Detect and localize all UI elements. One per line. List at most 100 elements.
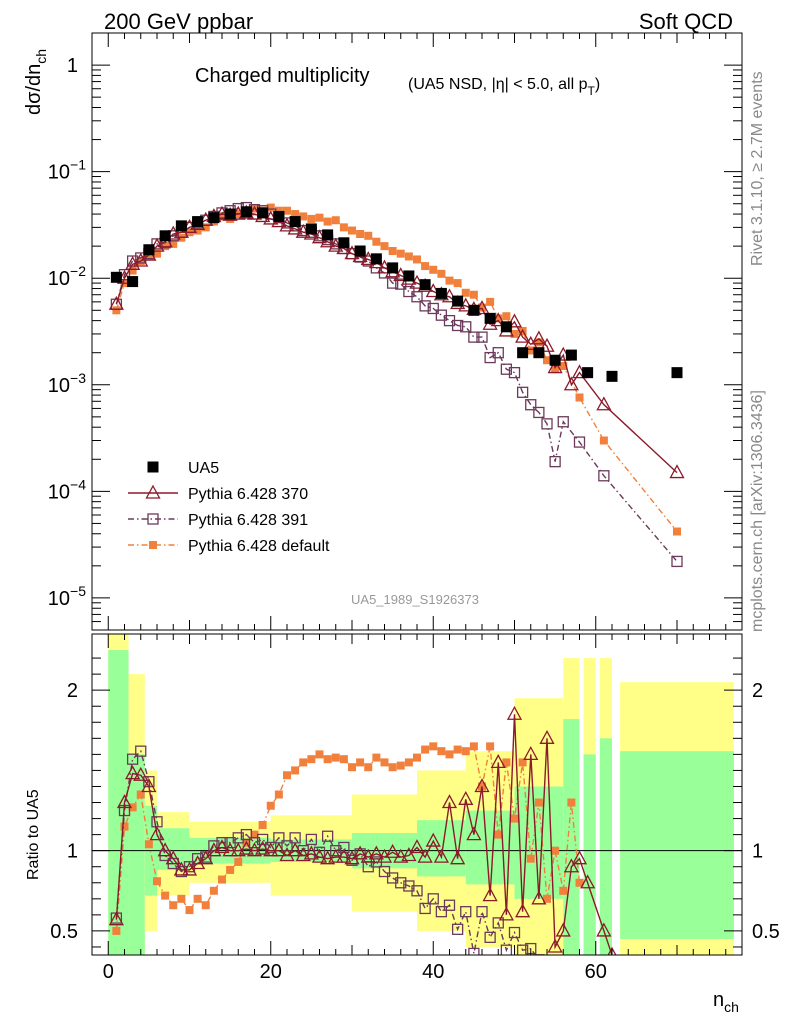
ratio-point-p370 xyxy=(393,848,409,863)
main-point-pdef xyxy=(559,362,568,371)
main-point-data xyxy=(159,230,171,242)
ratio-point-pdef xyxy=(437,747,446,756)
ratio-point-p391 xyxy=(281,840,293,852)
ratio-point-pdef xyxy=(469,742,478,751)
main-point-p370 xyxy=(531,330,547,345)
main-point-data xyxy=(435,287,447,299)
main-point-p391 xyxy=(500,363,513,375)
ratio-xlabel-sub: ch xyxy=(724,999,739,1015)
main-point-data xyxy=(208,212,220,224)
main-point-data xyxy=(549,354,561,366)
ratio-band-inner xyxy=(583,754,596,955)
ratio-point-p370 xyxy=(539,729,555,744)
main-point-data xyxy=(387,262,399,274)
main-point-data xyxy=(305,223,317,235)
ratio-point-p370 xyxy=(271,842,287,857)
main-point-p391 xyxy=(533,406,545,419)
main-line-p391 xyxy=(115,206,678,562)
ratio-point-p370 xyxy=(108,911,124,926)
main-point-pdef xyxy=(673,527,681,536)
ratio-point-p370 xyxy=(458,790,474,805)
main-point-p370 xyxy=(563,376,579,391)
ratio-point-p370 xyxy=(466,826,482,841)
ratio-point-p391 xyxy=(460,906,472,918)
legend-marker-p370 xyxy=(145,484,161,499)
ratio-point-p370 xyxy=(336,848,352,863)
ratio-ytick-label-right: 2 xyxy=(752,680,763,702)
main-point-data xyxy=(606,370,618,382)
main-ytick-labels: 110−110−210−310−410−5 xyxy=(48,55,86,610)
ratio-point-p370 xyxy=(198,850,214,865)
ratio-point-p370 xyxy=(498,906,514,921)
ratio-point-p370 xyxy=(287,842,303,857)
ratio-point-p370 xyxy=(279,847,295,862)
main-point-pdef xyxy=(283,206,291,215)
main-point-pdef xyxy=(599,436,608,445)
main-point-pdef xyxy=(315,213,324,222)
main-point-pdef xyxy=(421,262,430,271)
ratio-point-p370 xyxy=(125,765,141,780)
ratio-point-p370 xyxy=(607,946,617,955)
ratio-point-p391 xyxy=(330,845,342,857)
ratio-point-pdef xyxy=(388,763,397,772)
main-point-pdef xyxy=(274,206,283,215)
ratio-point-p370 xyxy=(506,705,523,720)
main-point-data xyxy=(370,253,382,265)
main-ytick-label: 10−2 xyxy=(48,263,86,290)
ratio-point-p370 xyxy=(320,850,336,865)
ratio-point-p391 xyxy=(411,885,423,897)
ratio-point-pdef xyxy=(575,878,584,887)
main-point-p391 xyxy=(516,386,529,398)
main-point-p391 xyxy=(508,366,521,379)
ratio-point-pdef xyxy=(348,763,356,772)
main-point-p391 xyxy=(451,319,464,332)
ratio-ytick-label-right: 1 xyxy=(752,841,763,863)
ratio-point-p391 xyxy=(476,906,488,918)
ratio-point-p391 xyxy=(395,877,407,889)
legend-label-p370: Pythia 6.428 370 xyxy=(188,486,308,503)
ratio-point-pdef xyxy=(445,750,454,759)
main-point-p391 xyxy=(419,300,431,312)
main-point-p370 xyxy=(108,295,124,310)
main-point-pdef xyxy=(526,346,535,355)
main-point-pdef xyxy=(291,210,300,219)
main-point-pdef xyxy=(437,269,446,278)
main-ytick-label: 10−4 xyxy=(48,476,86,503)
ratio-point-pdef xyxy=(518,758,527,767)
ratio-band-inner xyxy=(417,820,466,877)
main-ytick-label: 10−1 xyxy=(48,157,86,184)
main-point-pdef xyxy=(494,314,503,323)
main-point-p391 xyxy=(427,302,439,315)
ratio-point-p370 xyxy=(523,746,539,761)
mcplots-label: mcplots.cern.ch [arXiv:1306.3436] xyxy=(749,390,766,632)
ratio-line-pdef xyxy=(115,745,581,931)
ratio-ytick-label-left: 2 xyxy=(67,680,78,702)
ratio-point-p391 xyxy=(492,917,504,929)
rivet-version-label: Rivet 3.1.10, ≥ 2.7M events xyxy=(749,71,766,266)
ratio-band-inner xyxy=(128,754,145,955)
ratio-plot: 0.5 0.5 1 1 2 2 0 20 40 60 Ratio to UA5 nch xyxy=(25,633,780,1015)
ratio-ytick-label-left: 1 xyxy=(67,841,78,863)
legend-marker-pdef xyxy=(149,541,157,549)
ratio-point-pdef xyxy=(429,742,438,751)
ratio-point-pdef xyxy=(413,753,421,762)
ratio-point-pdef xyxy=(396,761,405,770)
main-point-data xyxy=(484,312,496,324)
main-point-data xyxy=(127,276,139,288)
ratio-point-pdef xyxy=(218,875,226,884)
ratio-point-p370 xyxy=(385,843,401,858)
ratio-point-pdef xyxy=(331,753,340,762)
main-point-pdef xyxy=(299,212,308,221)
main-point-data xyxy=(289,216,301,228)
ratio-point-pdef xyxy=(299,758,308,767)
main-point-p370 xyxy=(506,313,523,328)
ratio-point-p370 xyxy=(555,922,571,937)
main-point-data xyxy=(468,304,480,316)
ratio-point-p370 xyxy=(425,832,441,847)
ratio-line-p391 xyxy=(115,749,537,955)
ratio-point-p370 xyxy=(190,855,206,870)
main-point-pdef xyxy=(307,214,316,223)
main-point-pdef xyxy=(348,226,356,235)
main-point-pdef xyxy=(502,312,511,321)
